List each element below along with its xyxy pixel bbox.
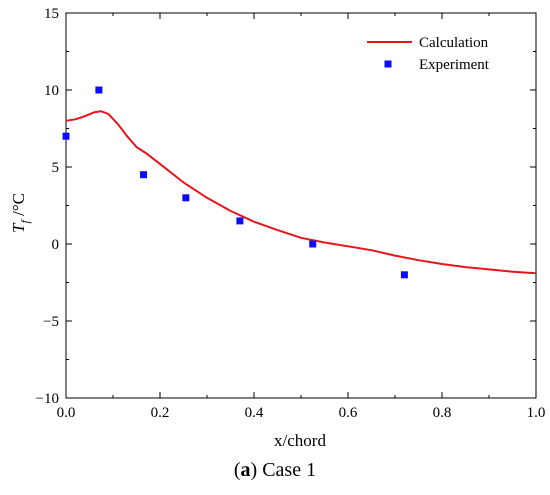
data-point-experiment — [62, 132, 70, 140]
y-tick-label: 10 — [44, 83, 59, 99]
x-tick-label: 0.2 — [151, 405, 170, 421]
data-point-experiment — [236, 217, 244, 225]
y-tick-label: 5 — [52, 160, 60, 176]
legend: Calculation Experiment — [367, 35, 490, 73]
axes: 0.0 0.2 0.4 0.6 0.8 1.0 −10 −5 0 5 10 15 — [36, 6, 546, 421]
data-point-experiment — [140, 171, 148, 179]
x-tick-label: 0.0 — [57, 405, 76, 421]
x-axis-title: x/chord — [274, 431, 326, 450]
x-tick-label: 0.6 — [339, 405, 358, 421]
figure-caption: (a) Case 1 — [233, 459, 317, 481]
series-layer — [62, 86, 537, 279]
y-tick-label: 0 — [52, 237, 60, 253]
caption-letter: a — [240, 459, 251, 481]
caption-text: Case 1 — [257, 459, 317, 481]
data-point-experiment — [400, 271, 408, 279]
y-axis-title: Tf /°C — [9, 193, 32, 233]
x-tick-label: 0.8 — [433, 405, 452, 421]
legend-label-experiment: Experiment — [419, 57, 490, 73]
series-line-calculation — [65, 110, 537, 275]
chart: 0.0 0.2 0.4 0.6 0.8 1.0 −10 −5 0 5 10 15 Calculatio… — [9, 6, 546, 450]
legend-label-calculation: Calculation — [419, 35, 489, 51]
data-point-experiment — [182, 194, 190, 202]
y-tick-label: −5 — [43, 314, 59, 330]
y-tick-label: −10 — [36, 391, 59, 407]
data-point-experiment — [95, 86, 103, 94]
x-tick-label: 1.0 — [527, 405, 546, 421]
x-tick-label: 0.4 — [245, 405, 264, 421]
data-point-experiment — [309, 240, 317, 248]
y-tick-label: 15 — [44, 6, 59, 22]
legend-marker-experiment — [384, 60, 392, 68]
